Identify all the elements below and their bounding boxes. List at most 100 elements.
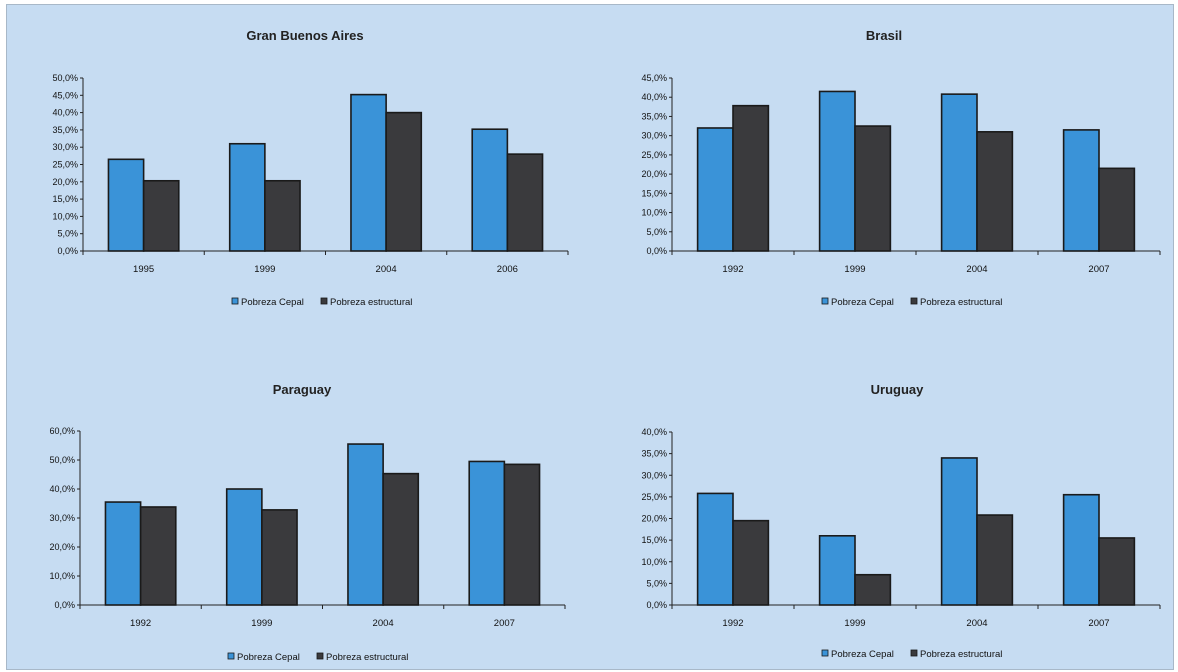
chart-title: Uruguay: [871, 382, 925, 397]
x-tick-label: 1992: [722, 264, 743, 275]
bar-pobreza-cepal: [350, 93, 387, 252]
bar-pobreza-cepal: [468, 460, 506, 606]
x-tick-label: 1992: [130, 618, 151, 629]
chart-title: Gran Buenos Aires: [246, 28, 363, 43]
y-tick-label: 20,0%: [52, 177, 78, 187]
y-tick-label: 10,0%: [641, 208, 667, 218]
x-tick-label: 1999: [844, 618, 865, 629]
y-tick-label: 25,0%: [52, 160, 78, 170]
x-tick-label: 2004: [966, 264, 987, 275]
bar-pobreza-estructural: [503, 463, 541, 606]
x-tick-label: 1999: [254, 264, 275, 275]
chart-3: Paraguay 0,0% 10,0% 20,0% 30,0% 40,0% 50,0% 60,…: [49, 382, 566, 663]
legend-label: Pobreza Cepal: [831, 297, 894, 308]
y-tick-label: 30,0%: [641, 131, 667, 141]
y-tick-label: 15,0%: [641, 188, 667, 198]
bar-pobreza-cepal: [696, 492, 734, 606]
bar-pobreza-estructural: [732, 519, 770, 606]
legend-swatch: [821, 297, 829, 305]
x-tick-label: 1995: [133, 264, 154, 275]
y-tick-label: 30,0%: [49, 513, 75, 523]
bar-pobreza-estructural: [732, 104, 770, 252]
y-tick-label: 25,0%: [641, 492, 667, 502]
legend-label: Pobreza estructural: [920, 297, 1002, 308]
bar-pobreza-cepal: [1062, 129, 1100, 252]
bar-pobreza-cepal: [818, 90, 856, 252]
x-tick-label: 2007: [1088, 264, 1109, 275]
y-tick-label: 5,0%: [646, 578, 667, 588]
y-tick-label: 60,0%: [49, 426, 75, 436]
bar-pobreza-estructural: [854, 125, 892, 252]
x-tick-label: 2007: [494, 618, 515, 629]
legend-label: Pobreza Cepal: [237, 652, 300, 663]
bar-pobreza-estructural: [506, 153, 544, 252]
y-tick-label: 0,0%: [54, 600, 75, 610]
bar-pobreza-estructural: [139, 506, 177, 606]
y-tick-label: 20,0%: [49, 542, 75, 552]
bar-pobreza-estructural: [382, 472, 420, 606]
x-tick-label: 2006: [497, 264, 518, 275]
y-tick-label: 5,0%: [646, 227, 667, 237]
chart-title: Brasil: [866, 28, 902, 43]
legend-label: Pobreza estructural: [326, 652, 408, 663]
y-tick-label: 40,0%: [52, 108, 78, 118]
chart-4: Uruguay 0,0% 5,0% 10,0% 15,0% 20,0% 25,0% 30,0%…: [641, 382, 1161, 660]
bar-pobreza-estructural: [1098, 537, 1136, 606]
y-tick-label: 45,0%: [641, 73, 667, 83]
bar-pobreza-cepal: [940, 93, 978, 252]
bar-pobreza-cepal: [940, 457, 978, 606]
y-tick-label: 35,0%: [641, 111, 667, 121]
x-tick-label: 1992: [722, 618, 743, 629]
legend-label: Pobreza estructural: [330, 297, 412, 308]
y-tick-label: 15,0%: [52, 194, 78, 204]
y-tick-label: 40,0%: [641, 427, 667, 437]
bar-pobreza-cepal: [1062, 493, 1100, 606]
legend-swatch: [910, 297, 918, 305]
bar-pobreza-estructural: [976, 131, 1014, 252]
y-tick-label: 15,0%: [641, 535, 667, 545]
legend-swatch: [320, 297, 328, 305]
bar-pobreza-estructural: [385, 111, 423, 252]
chart-2: Brasil 0,0% 5,0% 10,0% 15,0% 20,0% 25,0% 30,0% 3…: [641, 28, 1161, 308]
y-tick-label: 40,0%: [49, 484, 75, 494]
bar-pobreza-cepal: [107, 158, 145, 252]
chart-title: Paraguay: [273, 382, 332, 397]
y-tick-label: 30,0%: [641, 470, 667, 480]
chart-1: Gran Buenos Aires 0,0% 5,0% 10,0% 15,0% 20,0%…: [52, 28, 569, 308]
legend-swatch: [231, 297, 239, 305]
x-tick-label: 2004: [966, 618, 987, 629]
bar-pobreza-cepal: [225, 488, 263, 606]
bar-pobreza-cepal: [104, 501, 142, 606]
bar-pobreza-estructural: [976, 514, 1014, 606]
legend-label: Pobreza estructural: [920, 649, 1002, 660]
y-tick-label: 5,0%: [57, 229, 78, 239]
x-tick-label: 2004: [373, 618, 394, 629]
bar-pobreza-cepal: [228, 142, 266, 252]
y-tick-label: 40,0%: [641, 92, 667, 102]
y-tick-label: 50,0%: [52, 73, 78, 83]
y-tick-label: 0,0%: [646, 246, 667, 256]
y-tick-label: 45,0%: [52, 90, 78, 100]
bar-pobreza-estructural: [261, 509, 298, 606]
y-tick-label: 20,0%: [641, 169, 667, 179]
y-tick-label: 25,0%: [641, 150, 667, 160]
bar-pobreza-estructural: [1098, 167, 1136, 252]
y-tick-label: 0,0%: [646, 600, 667, 610]
x-tick-label: 1999: [844, 264, 865, 275]
legend-label: Pobreza Cepal: [241, 297, 304, 308]
y-tick-label: 10,0%: [52, 211, 78, 221]
y-tick-label: 10,0%: [641, 557, 667, 567]
y-tick-label: 30,0%: [52, 142, 78, 152]
y-tick-label: 10,0%: [49, 571, 75, 581]
bar-pobreza-cepal: [696, 127, 734, 252]
x-tick-label: 1999: [251, 618, 272, 629]
legend-label: Pobreza Cepal: [831, 649, 894, 660]
legend-swatch: [821, 649, 829, 657]
bar-pobreza-estructural: [264, 179, 301, 252]
legend-swatch: [910, 649, 918, 657]
bar-pobreza-cepal: [347, 443, 384, 606]
legend-swatch: [316, 652, 324, 660]
x-tick-label: 2007: [1088, 618, 1109, 629]
y-tick-label: 35,0%: [641, 449, 667, 459]
